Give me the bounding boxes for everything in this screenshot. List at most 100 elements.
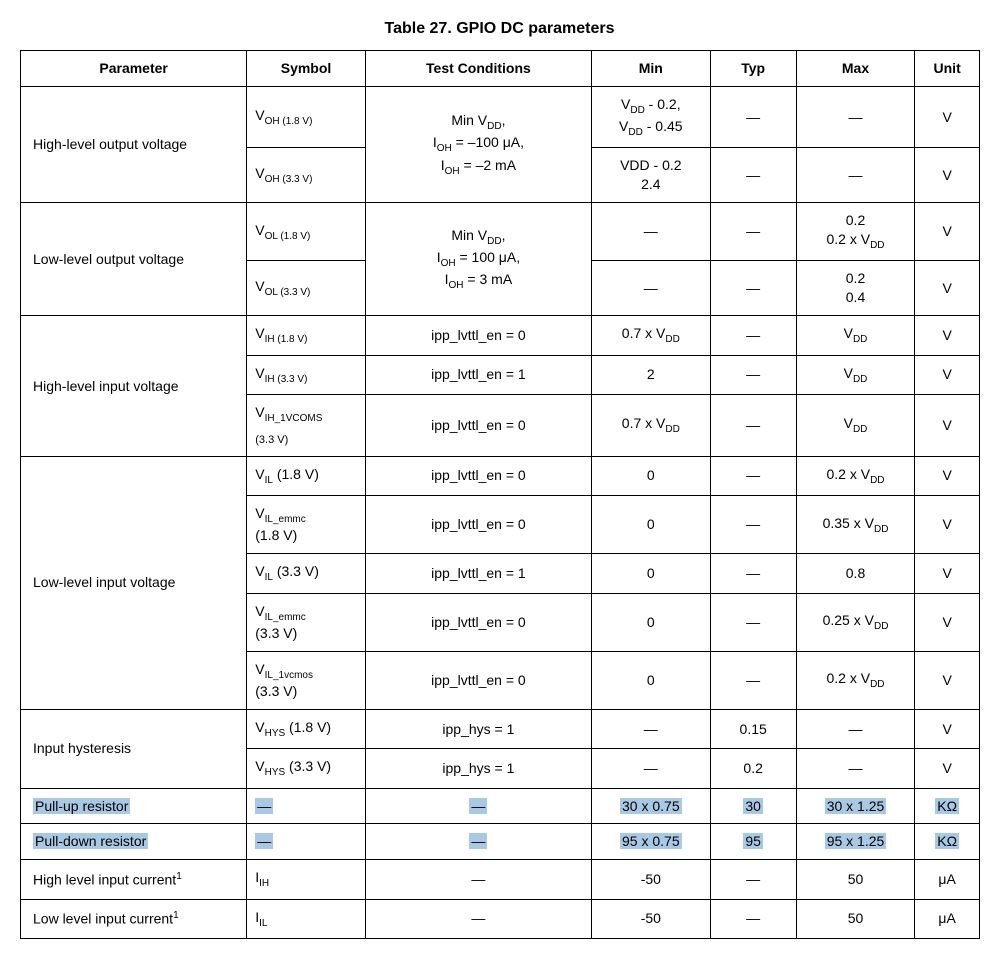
cell-typ: — xyxy=(710,203,796,261)
table-row: Low-level input voltage VIL (1.8 V) ipp_… xyxy=(21,456,980,495)
cell-min: 0.7 x VDD xyxy=(592,316,711,355)
cell-max: 0.2 x VDD xyxy=(796,456,915,495)
cell-unit: V xyxy=(915,261,980,316)
cell-conditions: — xyxy=(365,788,591,824)
cell-unit: V xyxy=(915,554,980,593)
cell-max: VDD xyxy=(796,355,915,394)
cell-min: -50 xyxy=(592,899,711,938)
cell-symbol: VIL_emmc(1.8 V) xyxy=(247,496,366,554)
cell-min: — xyxy=(592,749,711,788)
table-caption: Table 27. GPIO DC parameters xyxy=(20,20,979,38)
cell-symbol: — xyxy=(247,788,366,824)
cell-typ: 0.2 xyxy=(710,749,796,788)
cell-param: Low level input current1 xyxy=(21,899,247,938)
cell-typ: — xyxy=(710,456,796,495)
cell-min: 0.7 x VDD xyxy=(592,394,711,456)
cell-max: 50 xyxy=(796,899,915,938)
cell-unit: μA xyxy=(915,860,980,899)
cell-max: 0.20.4 xyxy=(796,261,915,316)
cell-min: VDD - 0.2, VDD - 0.45 xyxy=(592,86,711,148)
cell-conditions: ipp_hys = 1 xyxy=(365,709,591,748)
cell-typ: 0.15 xyxy=(710,709,796,748)
cell-symbol: VHYS (3.3 V) xyxy=(247,749,366,788)
cell-symbol: VOL (3.3 V) xyxy=(247,261,366,316)
cell-typ: — xyxy=(710,86,796,148)
cell-symbol: VIL_emmc(3.3 V) xyxy=(247,593,366,651)
table-row: High-level input voltage VIH (1.8 V) ipp… xyxy=(21,316,980,355)
cell-max: 30 x 1.25 xyxy=(796,788,915,824)
table-row: Low-level output voltage VOL (1.8 V) Min… xyxy=(21,203,980,261)
cell-unit: V xyxy=(915,355,980,394)
cell-unit: V xyxy=(915,148,980,203)
cell-unit: V xyxy=(915,203,980,261)
cell-param: High level input current1 xyxy=(21,860,247,899)
cell-typ: — xyxy=(710,496,796,554)
cell-param: Pull-up resistor xyxy=(21,788,247,824)
table-header-row: Parameter Symbol Test Conditions Min Typ… xyxy=(21,51,980,87)
cell-max: — xyxy=(796,749,915,788)
cell-typ: — xyxy=(710,148,796,203)
gpio-dc-parameters-table: Parameter Symbol Test Conditions Min Typ… xyxy=(20,50,980,939)
cell-conditions: ipp_lvttl_en = 0 xyxy=(365,496,591,554)
cell-unit: V xyxy=(915,86,980,148)
cell-conditions: Min VDD, IOH = 100 μA, IOH = 3 mA xyxy=(365,203,591,316)
cell-typ: — xyxy=(710,261,796,316)
cell-symbol: IIL xyxy=(247,899,366,938)
cell-symbol: VIL_1vcmos(3.3 V) xyxy=(247,651,366,709)
cell-min: 95 x 0.75 xyxy=(592,824,711,860)
cell-min: — xyxy=(592,709,711,748)
cell-typ: — xyxy=(710,593,796,651)
header-conditions: Test Conditions xyxy=(365,51,591,87)
cell-unit: V xyxy=(915,316,980,355)
cell-param: High-level input voltage xyxy=(21,316,247,457)
cell-min: 0 xyxy=(592,456,711,495)
cell-param: Input hysteresis xyxy=(21,709,247,788)
cell-param: Low-level input voltage xyxy=(21,456,247,709)
cell-max: VDD xyxy=(796,394,915,456)
cell-conditions: — xyxy=(365,899,591,938)
cell-min: 30 x 0.75 xyxy=(592,788,711,824)
cell-unit: V xyxy=(915,709,980,748)
cell-min: 0 xyxy=(592,496,711,554)
cell-symbol: VIL (3.3 V) xyxy=(247,554,366,593)
cell-symbol: VOH (3.3 V) xyxy=(247,148,366,203)
cell-symbol: VIL (1.8 V) xyxy=(247,456,366,495)
cell-param: Pull-down resistor xyxy=(21,824,247,860)
cell-conditions: ipp_lvttl_en = 0 xyxy=(365,593,591,651)
cell-max: 0.25 x VDD xyxy=(796,593,915,651)
cell-conditions: ipp_lvttl_en = 0 xyxy=(365,316,591,355)
cell-typ: — xyxy=(710,394,796,456)
cell-conditions: Min VDD, IOH = –100 μA, IOH = –2 mA xyxy=(365,86,591,202)
cell-conditions: ipp_lvttl_en = 1 xyxy=(365,355,591,394)
cell-min: -50 xyxy=(592,860,711,899)
cell-max: 0.2 x VDD xyxy=(796,651,915,709)
cell-typ: — xyxy=(710,651,796,709)
cell-symbol: VOL (1.8 V) xyxy=(247,203,366,261)
cell-max: — xyxy=(796,148,915,203)
cell-conditions: ipp_lvttl_en = 1 xyxy=(365,554,591,593)
cell-typ: 30 xyxy=(710,788,796,824)
cell-typ: — xyxy=(710,316,796,355)
cell-symbol: VIH (1.8 V) xyxy=(247,316,366,355)
cell-unit: V xyxy=(915,456,980,495)
cell-conditions: ipp_lvttl_en = 0 xyxy=(365,651,591,709)
cell-max: 95 x 1.25 xyxy=(796,824,915,860)
cell-typ: — xyxy=(710,554,796,593)
cell-min: 0 xyxy=(592,554,711,593)
cell-conditions: — xyxy=(365,824,591,860)
cell-unit: V xyxy=(915,651,980,709)
cell-param: Low-level output voltage xyxy=(21,203,247,316)
cell-min: 0 xyxy=(592,651,711,709)
cell-unit: V xyxy=(915,749,980,788)
cell-min: — xyxy=(592,203,711,261)
header-min: Min xyxy=(592,51,711,87)
cell-min: 0 xyxy=(592,593,711,651)
cell-max: — xyxy=(796,709,915,748)
cell-max: 0.35 x VDD xyxy=(796,496,915,554)
cell-unit: KΩ xyxy=(915,788,980,824)
cell-param: High-level output voltage xyxy=(21,86,247,202)
header-symbol: Symbol xyxy=(247,51,366,87)
cell-unit: μA xyxy=(915,899,980,938)
cell-min: VDD - 0.22.4 xyxy=(592,148,711,203)
cell-max: 50 xyxy=(796,860,915,899)
